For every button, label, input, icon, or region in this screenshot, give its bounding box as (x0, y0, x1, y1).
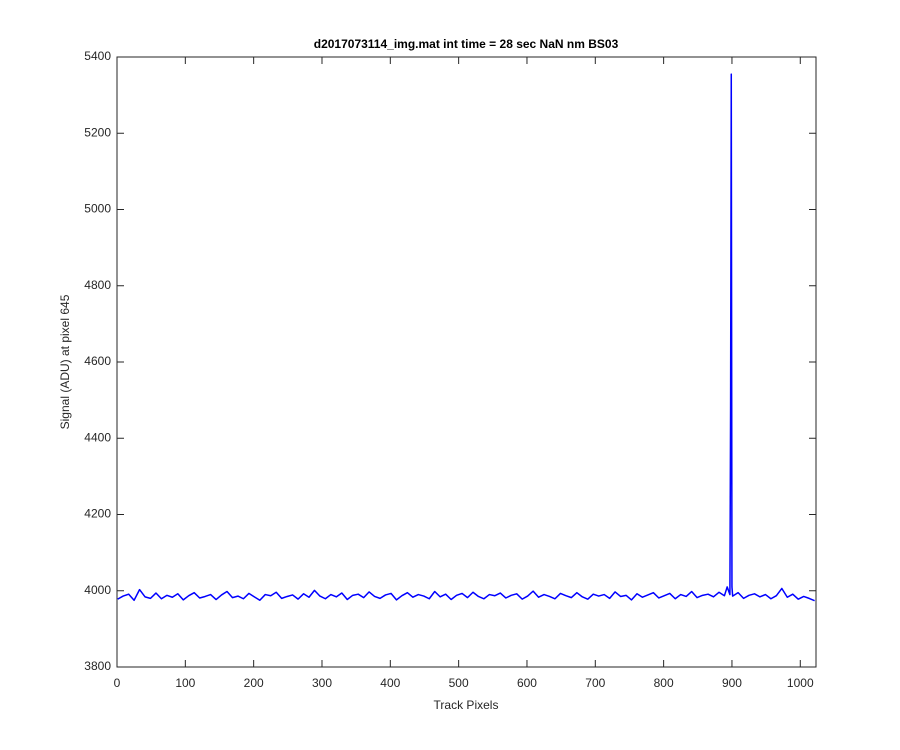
y-tick-label: 4600 (84, 354, 111, 368)
x-tick-label: 0 (114, 676, 121, 690)
x-tick-label: 600 (517, 676, 537, 690)
chart-title: d2017073114_img.mat int time = 28 sec Na… (314, 37, 619, 51)
x-tick-label: 800 (654, 676, 674, 690)
x-tick-label: 400 (380, 676, 400, 690)
x-axis-label: Track Pixels (434, 698, 499, 712)
y-tick-label: 5200 (84, 125, 111, 139)
y-axis-label: Signal (ADU) at pixel 645 (58, 294, 72, 429)
x-tick-label: 200 (244, 676, 264, 690)
y-tick-label: 4200 (84, 507, 111, 521)
y-tick-label: 4000 (84, 583, 111, 597)
y-tick-label: 4800 (84, 278, 111, 292)
x-tick-label: 100 (175, 676, 195, 690)
data-line (117, 73, 815, 602)
y-tick-label: 4400 (84, 430, 111, 444)
x-tick-label: 1000 (787, 676, 814, 690)
x-tick-label: 700 (585, 676, 605, 690)
x-tick-label: 500 (449, 676, 469, 690)
y-tick-label: 5000 (84, 202, 111, 216)
x-tick-label: 300 (312, 676, 332, 690)
y-tick-label: 3800 (84, 659, 111, 673)
y-tick-label: 5400 (84, 49, 111, 63)
x-tick-label: 900 (722, 676, 742, 690)
